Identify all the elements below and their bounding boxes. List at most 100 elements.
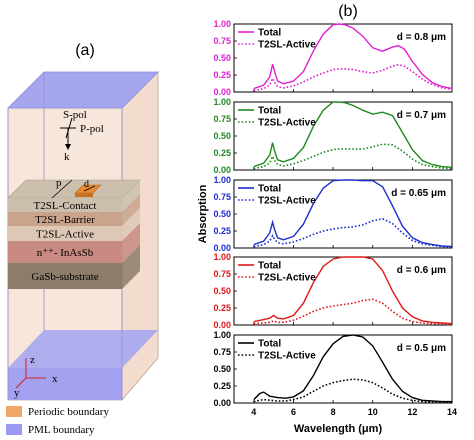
s-pol-arrow: [65, 117, 73, 139]
thickness-label: d = 0.8 μm: [397, 32, 446, 43]
x-tick-label: 6: [291, 407, 296, 417]
legend-label: Total: [258, 28, 281, 39]
layer-label: n⁺⁺- InAsSb: [37, 247, 94, 259]
p-label: p: [56, 177, 62, 189]
y-tick-label: 0.00: [213, 398, 231, 408]
k-label: k: [64, 151, 70, 163]
y-tick-label: 0.50: [213, 209, 231, 219]
y-tick-label: 0.25: [213, 226, 231, 236]
pml-bottom-front: [8, 368, 122, 400]
layer-label: GaSb-substrate: [31, 271, 98, 283]
y-tick-label: 0.50: [213, 131, 231, 141]
periodic-boundary-swatch: [6, 406, 22, 417]
thickness-label: d = 0.65 μm: [391, 188, 446, 199]
periodic-boundary-label: Periodic boundary: [28, 406, 109, 418]
y-tick-label: 0.00: [213, 165, 231, 175]
y-tick-label: 1.00: [213, 19, 231, 29]
layer-slab-side: [122, 245, 140, 289]
y-tick-label: 1.00: [213, 252, 231, 262]
pml-boundary-swatch: [6, 424, 22, 435]
x-label: x: [52, 373, 58, 385]
y-tick-label: 0.75: [213, 269, 231, 279]
y-tick-label: 1.00: [213, 330, 231, 340]
p-pol-label: P-pol: [80, 123, 104, 135]
layer-slab-side: [122, 223, 140, 263]
thickness-label: d = 0.6 μm: [397, 265, 446, 276]
x-tick-label: 10: [368, 407, 378, 417]
panel-b: (b) 0.000.250.500.751.00TotalT2SL-Active…: [197, 3, 457, 435]
periodic-patch-side: [75, 193, 93, 197]
legend-label: Total: [258, 339, 281, 350]
layer-label: T2SL-Barrier: [35, 214, 95, 226]
y-tick-label: 0.75: [213, 347, 231, 357]
total-absorption-line: [253, 179, 453, 248]
y-label: y: [14, 387, 20, 399]
active-absorption-line: [253, 63, 453, 92]
total-absorption-line: [253, 334, 452, 403]
layer-stack: T2SL-Contact T2SL-Barrier T2SL-Active n⁺⁺- …: [7, 179, 141, 289]
x-tick-label: 12: [407, 407, 417, 417]
polarization-axes: S-pol P-pol k: [60, 109, 104, 163]
legend-label: T2SL-Active: [258, 118, 316, 129]
active-absorption-line: [253, 217, 452, 248]
y-tick-label: 0.75: [213, 192, 231, 202]
y-tick-label: 0.75: [213, 114, 231, 124]
y-tick-label: 0.00: [213, 320, 231, 330]
total-absorption-line: [253, 23, 453, 90]
y-tick-label: 0.00: [213, 87, 231, 97]
x-tick-label: 14: [447, 407, 457, 417]
k-arrowhead: [65, 144, 71, 150]
pml-bottom-face: [8, 330, 158, 368]
y-tick-label: 0.25: [213, 303, 231, 313]
active-absorption-line: [253, 143, 453, 170]
thickness-label: d = 0.7 μm: [397, 110, 446, 121]
stack-top-face: [7, 179, 141, 199]
y-tick-label: 1.00: [213, 97, 231, 107]
layer-slab: [8, 212, 122, 226]
y-tick-label: 0.25: [213, 381, 231, 391]
spectrum-panel: 0.00 0.25 0.50 0.75 1.00 4 6 8 10 12 14 TotalT2SL-A…: [213, 330, 457, 417]
y-tick-label: 0.25: [213, 70, 231, 80]
boundary-legend: Periodic boundary PML boundary: [6, 406, 109, 436]
d-label: d: [84, 179, 89, 190]
panel-a: (a) T2SL-Contact T2SL-Barrier T2SL-Active n…: [6, 42, 159, 436]
pml-top-face: [7, 71, 159, 109]
active-absorption-line: [253, 298, 453, 326]
legend-label: Total: [258, 261, 281, 272]
s-pol-label: S-pol: [63, 109, 87, 121]
thickness-label: d = 0.5 μm: [397, 343, 446, 354]
legend-label: Total: [258, 184, 281, 195]
y-tick-label: 0.25: [213, 148, 231, 158]
y-axis: [15, 377, 27, 389]
panel-b-tag: (b): [338, 3, 358, 20]
layer-label: T2SL-Contact: [34, 200, 97, 212]
layer-slab: [8, 226, 122, 241]
active-absorption-line: [253, 378, 452, 404]
layer-slab-side: [122, 180, 140, 212]
total-absorption-line: [253, 101, 453, 168]
x-tick-label: 8: [331, 407, 336, 417]
x-tick-label: 4: [251, 407, 256, 417]
legend-label: T2SL-Active: [258, 40, 316, 51]
total-absorption-line: [253, 256, 453, 325]
legend-label: T2SL-Active: [258, 351, 316, 362]
y-tick-label: 0.50: [213, 364, 231, 374]
y-tick-label: 0.50: [213, 286, 231, 296]
z-label: z: [30, 354, 35, 366]
y-tick-label: 0.00: [213, 243, 231, 253]
p-dimension-arrow: [51, 179, 73, 199]
x-axis-title: Wavelength (μm): [294, 423, 383, 435]
pml-boundary-label: PML boundary: [28, 424, 95, 436]
layer-slab: [8, 263, 122, 289]
legend-label: T2SL-Active: [258, 273, 316, 284]
y-axis-title: Absorption: [197, 184, 209, 243]
panel-a-tag: (a): [75, 42, 95, 59]
coordinate-axes: z x y: [14, 354, 58, 399]
y-tick-label: 1.00: [213, 175, 231, 185]
